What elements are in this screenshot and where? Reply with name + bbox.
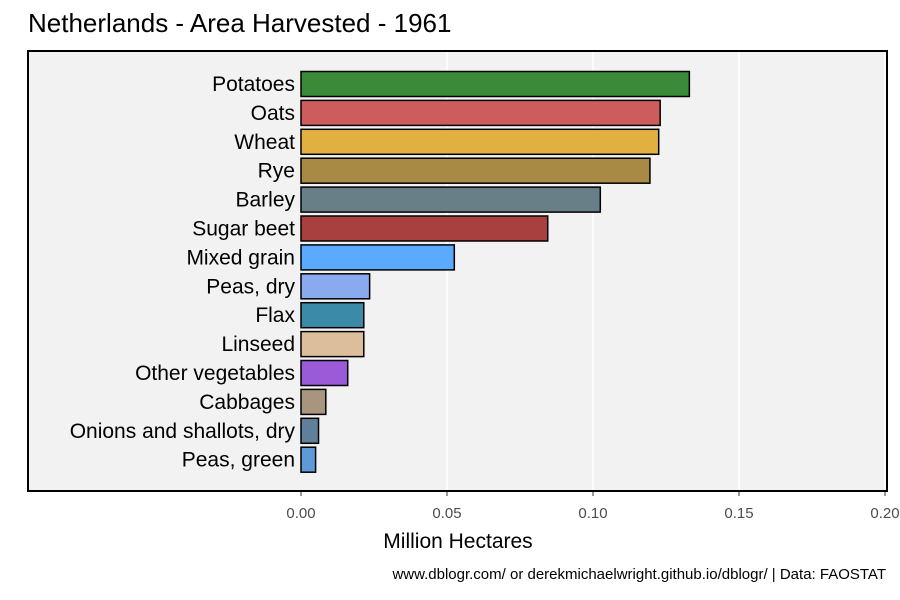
bar bbox=[300, 359, 349, 387]
category-label: Sugar beet bbox=[192, 218, 295, 241]
category-label: Linseed bbox=[221, 333, 295, 356]
chart-title: Netherlands - Area Harvested - 1961 bbox=[28, 8, 451, 38]
caption: www.dblogr.com/ or derekmichaelwright.gi… bbox=[391, 566, 886, 583]
category-label: Potatoes bbox=[212, 73, 295, 96]
bar bbox=[300, 99, 661, 127]
category-label: Peas, green bbox=[182, 449, 295, 472]
bar bbox=[300, 186, 602, 213]
bar bbox=[300, 215, 549, 242]
category-label: Mixed grain bbox=[186, 246, 295, 269]
bar bbox=[300, 70, 691, 98]
category-label: Wheat bbox=[234, 131, 295, 154]
category-label: Oats bbox=[251, 102, 295, 125]
bar bbox=[300, 301, 365, 329]
x-tick-label: 0.00 bbox=[286, 505, 315, 522]
x-tick-label: 0.05 bbox=[432, 505, 461, 522]
category-label: Other vegetables bbox=[135, 362, 295, 385]
bar bbox=[300, 157, 651, 184]
bar bbox=[300, 388, 327, 416]
category-label: Rye bbox=[258, 160, 295, 183]
x-axis-ticks: 0.00 0.05 0.10 0.15 0.20 bbox=[286, 492, 900, 522]
category-labels: Potatoes Oats Wheat Rye Barley Sugar beet Mixe… bbox=[70, 73, 296, 472]
x-tick-label: 0.15 bbox=[724, 505, 753, 522]
bar bbox=[300, 244, 456, 271]
category-label: Flax bbox=[255, 304, 295, 327]
x-axis-title: Million Hectares bbox=[383, 530, 532, 553]
x-tick-label: 0.10 bbox=[578, 505, 607, 522]
bar bbox=[300, 273, 371, 300]
x-tick-label: 0.20 bbox=[870, 505, 899, 522]
bar bbox=[300, 128, 660, 156]
category-label: Onions and shallots, dry bbox=[70, 420, 296, 443]
category-label: Peas, dry bbox=[206, 275, 295, 298]
bar bbox=[300, 417, 320, 445]
bar bbox=[300, 330, 365, 358]
bar bbox=[300, 446, 317, 473]
category-label: Barley bbox=[235, 189, 295, 212]
bars bbox=[300, 70, 691, 473]
category-label: Cabbages bbox=[199, 391, 295, 414]
